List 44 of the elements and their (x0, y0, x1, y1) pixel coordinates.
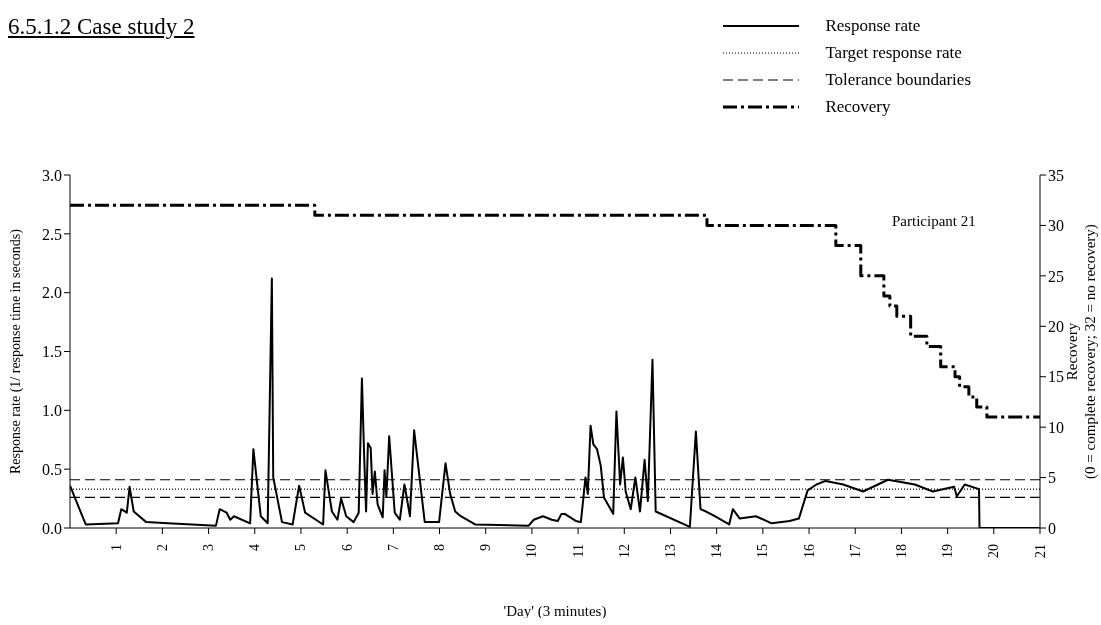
x-tick-label: 2 (154, 544, 170, 551)
x-tick-label: 19 (940, 544, 956, 558)
x-tick-label: 21 (1032, 544, 1048, 558)
x-tick-label: 5 (293, 544, 309, 551)
y2-tick-label: 35 (1048, 166, 1064, 184)
y-tick-label: 0.0 (42, 519, 62, 537)
legend-label: Tolerance boundaries (825, 69, 971, 90)
x-tick-label: 4 (247, 544, 263, 551)
y-tick-label: 1.5 (42, 343, 62, 361)
x-tick-label: 1 (108, 544, 124, 551)
y-tick-label: 2.0 (42, 284, 62, 302)
y2-tick-label: 5 (1048, 469, 1056, 487)
y2-tick-label: 25 (1048, 267, 1064, 285)
x-tick-label: 13 (662, 544, 678, 558)
annotation: Participant 21 (892, 213, 976, 230)
y2-tick-label: 15 (1048, 368, 1064, 386)
x-tick-label: 9 (478, 544, 494, 551)
x-tick-label: 18 (893, 544, 909, 558)
x-tick-label: 12 (616, 544, 632, 558)
chart-title: 6.5.1.2 Case study 2 (8, 14, 195, 40)
x-tick-label: 16 (801, 544, 817, 558)
x-tick-label: 6 (339, 544, 355, 551)
legend-label: Response rate (825, 15, 921, 36)
legend-label: Target response rate (825, 42, 962, 63)
y2-tick-label: 10 (1048, 418, 1064, 436)
y-tick-label: 1.0 (42, 402, 62, 420)
y2-tick-label: 30 (1048, 217, 1064, 235)
y-tick-label: 3.0 (42, 166, 62, 184)
legend-label: Recovery (825, 96, 891, 117)
x-tick-label: 3 (201, 544, 217, 551)
x-tick-label: 20 (986, 544, 1002, 558)
x-tick-label: 11 (570, 544, 586, 558)
y2-tick-label: 20 (1048, 317, 1064, 335)
y-tick-label: 2.5 (42, 225, 62, 243)
x-tick-label: 17 (847, 544, 863, 558)
y-axis-title: Response rate (1/ response time in seconds) (8, 228, 24, 474)
x-tick-label: 10 (524, 544, 540, 558)
x-tick-label: 8 (432, 544, 448, 551)
x-tick-label: 14 (709, 544, 725, 558)
x-tick-label: 7 (385, 544, 401, 551)
y-tick-label: 0.5 (42, 460, 62, 478)
x-tick-label: 15 (755, 544, 771, 558)
y2-axis-title: Recovery (0 = complete recovery; 32 = no recovery) (1064, 224, 1099, 479)
y2-tick-label: 0 (1048, 519, 1056, 537)
